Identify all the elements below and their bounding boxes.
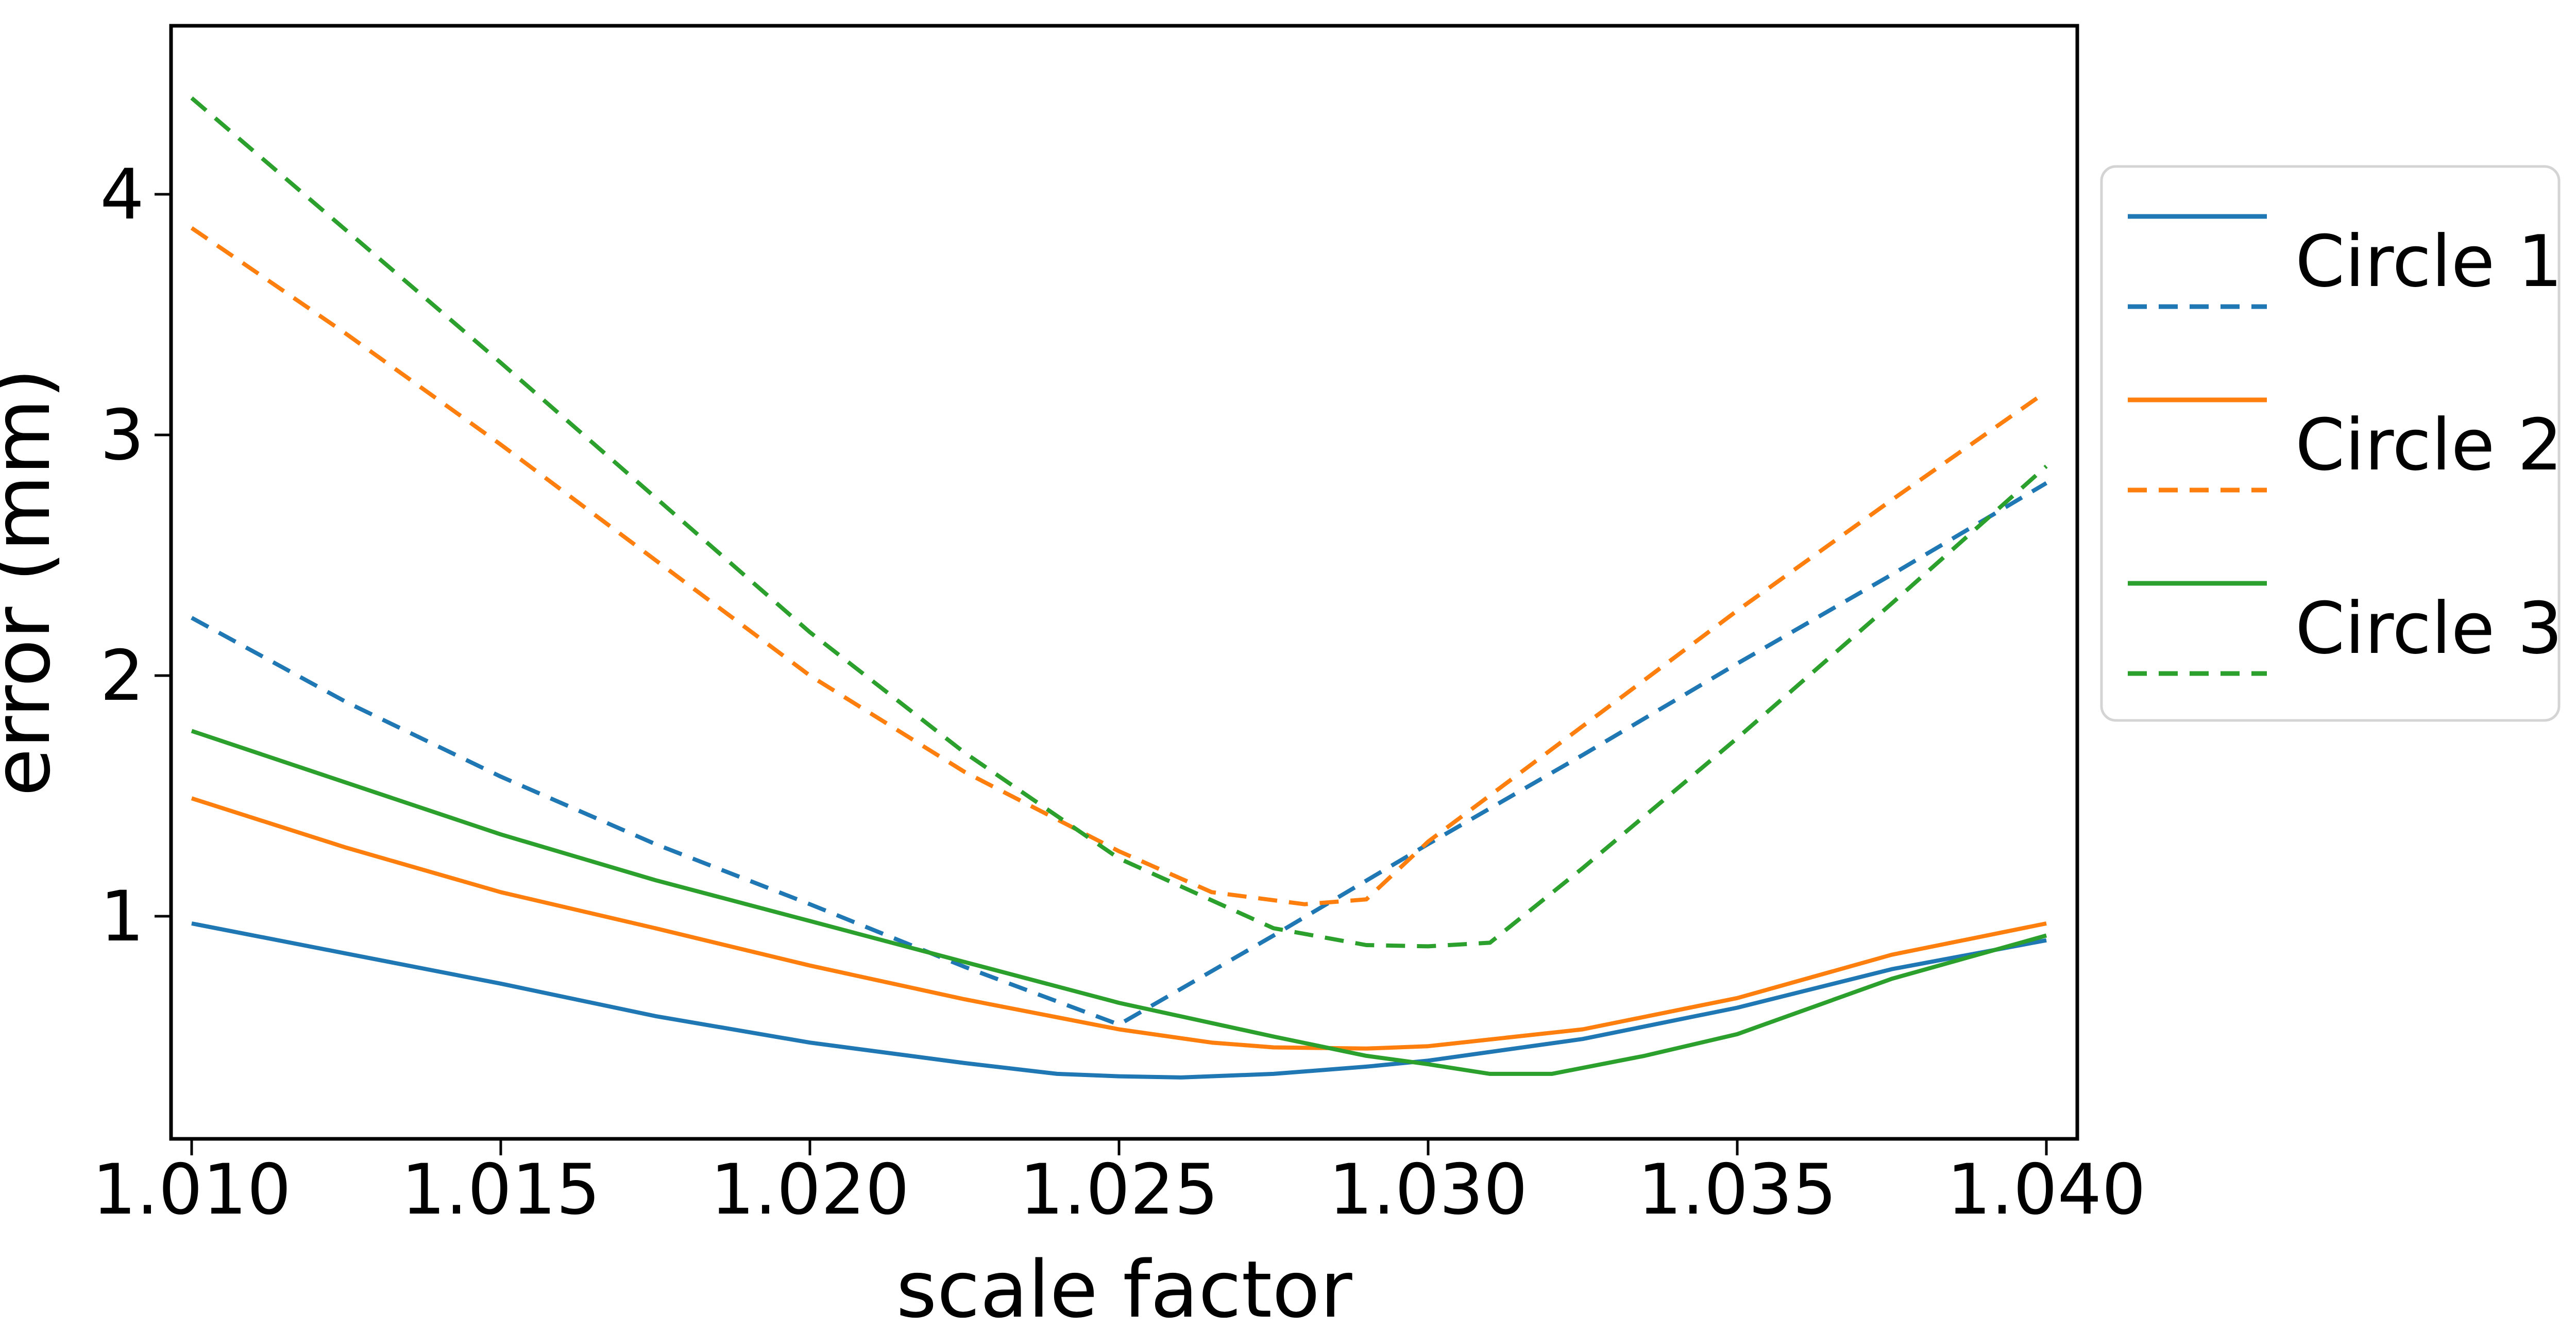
legend: Circle 1 Circle 2 Circle 3 [2100, 165, 2563, 722]
y-axis-ticks: 1 2 3 4 [100, 154, 171, 957]
y-tick-label: 1 [100, 876, 144, 957]
series-line-circle-3-dashed [190, 96, 2048, 949]
series-line-circle-3-solid [191, 729, 2047, 1076]
series-line-circle-2-solid [191, 796, 2047, 1051]
series-line-circle-1-dashed [191, 481, 2048, 1027]
legend-entry: Circle 1 [2128, 214, 2563, 309]
legend-entry: Circle 3 [2128, 581, 2563, 676]
legend-entry: Circle 2 [2128, 397, 2563, 493]
x-tick-label: 1.035 [1638, 1149, 1837, 1230]
x-tick-label: 1.025 [1020, 1149, 1218, 1230]
x-tick-label: 1.015 [401, 1149, 600, 1230]
x-tick-label: 1.010 [92, 1149, 291, 1230]
y-axis-label: error (mm) [0, 368, 67, 796]
x-tick-label: 1.020 [710, 1149, 909, 1230]
series-line-circle-2-dashed [190, 226, 2048, 906]
x-tick-label: 1.040 [1947, 1149, 2146, 1230]
x-axis-label: scale factor [896, 1244, 1352, 1329]
x-axis-ticks: 1.010 1.015 1.020 1.025 1.030 1.035 1.040 [92, 1139, 2146, 1230]
plot-area [169, 24, 2079, 1141]
series-line-circle-1-solid [191, 921, 2047, 1080]
y-tick-label: 4 [100, 154, 144, 235]
y-tick-label: 2 [100, 635, 144, 716]
legend-entries: Circle 1 Circle 2 Circle 3 [2128, 214, 2563, 676]
legend-label: Circle 1 [2295, 220, 2563, 303]
legend-label: Circle 2 [2295, 403, 2563, 486]
x-tick-label: 1.030 [1329, 1149, 1528, 1230]
y-tick-label: 3 [100, 395, 144, 476]
series-lines [190, 96, 2048, 1080]
legend-label: Circle 3 [2295, 587, 2563, 670]
